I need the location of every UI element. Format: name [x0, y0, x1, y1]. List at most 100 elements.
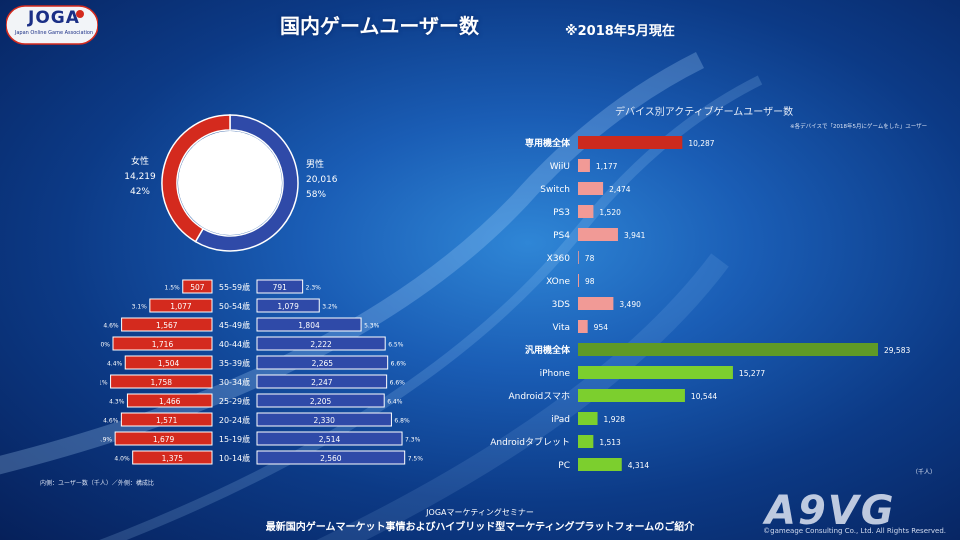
- male-bar-value: 1,804: [298, 321, 320, 330]
- female-bar-pct: 5.1%: [100, 380, 108, 387]
- age-label: 25-29歳: [219, 396, 250, 406]
- age-label: 20-24歳: [219, 415, 250, 425]
- female-bar-pct: 4.0%: [114, 456, 130, 463]
- device-bar-value: 954: [594, 323, 609, 332]
- male-bar-pct: 3.2%: [322, 304, 338, 311]
- female-bar: [132, 450, 213, 465]
- male-bar-pct: 6.5%: [388, 342, 404, 349]
- device-bar-value: 1,513: [599, 438, 621, 447]
- device-bar: [578, 159, 590, 172]
- device-chart-title: デバイス別アクティブゲームユーザー数: [615, 107, 794, 118]
- device-bar-value: 29,583: [884, 346, 910, 355]
- female-bar: [149, 298, 213, 313]
- female-bar-value: 1,716: [152, 340, 174, 349]
- age-label: 35-39歳: [219, 358, 250, 368]
- device-bar-value: 4,314: [628, 461, 650, 470]
- device-bar-value: 2,474: [609, 185, 631, 194]
- footer-line2: 最新国内ゲームマーケット事情およびハイブリッド型マーケティングプラットフォームの…: [265, 522, 695, 533]
- watermark: A9VG: [765, 488, 896, 534]
- female-bar-value: 1,758: [151, 378, 173, 387]
- donut-hole: [178, 131, 282, 235]
- female-label: 女性 14,219 42%: [118, 155, 162, 200]
- male-bar-pct: 7.5%: [408, 456, 424, 463]
- male-bar-pct: 6.4%: [387, 399, 403, 406]
- male-bar-pct: 5.3%: [364, 323, 380, 330]
- female-bar-value: 1,571: [156, 416, 178, 425]
- donut-center-unit: 千人: [233, 196, 246, 203]
- male-bar-pct: 6.6%: [390, 380, 406, 387]
- female-label-text: 女性: [130, 157, 149, 167]
- device-bar: [578, 366, 733, 379]
- device-bar: [578, 182, 604, 195]
- male-bar-value: 2,330: [313, 416, 335, 425]
- age-label: 10-14歳: [219, 453, 250, 463]
- male-bar: [256, 412, 392, 427]
- female-pct: 42%: [129, 187, 150, 197]
- female-bar-value: 507: [190, 283, 205, 292]
- male-label: 男性 20,016 58%: [306, 158, 354, 203]
- male-bar-pct: 7.3%: [405, 437, 421, 444]
- female-bar: [112, 336, 213, 351]
- device-label: 専用機全体: [525, 137, 571, 149]
- donut-slice-female: [161, 114, 231, 243]
- device-bar: [578, 389, 685, 402]
- device-label: Vita: [552, 323, 570, 333]
- device-bar: [578, 251, 579, 264]
- male-bar-value: 791: [273, 283, 288, 292]
- device-bar-value: 1,928: [604, 415, 626, 424]
- female-bar: [121, 317, 213, 332]
- female-bar: [114, 431, 213, 446]
- male-bar: [256, 336, 386, 351]
- device-label: X360: [547, 254, 571, 264]
- device-bar-value: 1,520: [599, 208, 621, 217]
- device-bar-value: 3,490: [619, 300, 641, 309]
- donut-center-line2: 10-59歳: [224, 153, 256, 162]
- device-label: PS3: [553, 208, 570, 218]
- device-label: XOne: [546, 277, 570, 287]
- page-subtitle: ※2018年5月現在: [565, 24, 675, 39]
- device-bar-value: 15,277: [739, 369, 765, 378]
- male-bar: [256, 355, 389, 370]
- male-bar-value: 2,205: [310, 397, 332, 406]
- device-bar-value: 10,287: [688, 139, 714, 148]
- device-bar-value: 98: [585, 277, 595, 286]
- female-bar: [120, 412, 213, 427]
- device-bar-value: 1,177: [596, 162, 618, 171]
- joga-logo: JOGA Japan Online Game Association: [5, 4, 99, 46]
- device-label: PS4: [553, 231, 570, 241]
- age-label: 40-44歳: [219, 339, 250, 349]
- female-bar-value: 1,567: [156, 321, 178, 330]
- female-bar: [124, 355, 213, 370]
- male-label-text: 男性: [306, 160, 325, 170]
- device-label: iPad: [551, 415, 570, 425]
- female-bar-pct: 3.1%: [132, 304, 148, 311]
- female-bar-pct: 4.9%: [100, 437, 112, 444]
- female-bar-pct: 4.6%: [103, 418, 119, 425]
- male-bar-pct: 2.3%: [306, 285, 322, 292]
- male-bar-pct: 6.6%: [391, 361, 407, 368]
- age-label: 55-59歳: [219, 282, 250, 292]
- male-bar-value: 1,079: [277, 302, 299, 311]
- logo-sub: Japan Online Game Association: [14, 30, 94, 36]
- copyright: ©gameage Consulting Co., Ltd. All Rights…: [763, 527, 946, 535]
- male-bar-value: 2,514: [319, 435, 341, 444]
- female-bar-pct: 1.5%: [165, 285, 181, 292]
- male-bar: [256, 298, 320, 313]
- device-label: Androidタブレット: [490, 436, 570, 448]
- device-label: 3DS: [552, 300, 571, 310]
- age-label: 30-34歳: [219, 377, 250, 387]
- male-bar: [256, 279, 304, 294]
- device-bar: [578, 343, 878, 356]
- donut-center-line3: ゲームユーザー全体: [204, 165, 276, 174]
- male-bar-value: 2,560: [320, 454, 342, 463]
- age-label: 45-49歳: [219, 320, 250, 330]
- donut-center-line1: 国内: [232, 141, 248, 150]
- device-bar: [578, 320, 588, 333]
- device-label: Switch: [540, 185, 570, 195]
- female-value: 14,219: [124, 172, 156, 182]
- device-bar: [578, 274, 579, 287]
- female-bar: [110, 374, 213, 389]
- female-bar: [182, 279, 213, 294]
- male-bar-value: 2,265: [312, 359, 334, 368]
- device-bar: [578, 205, 594, 218]
